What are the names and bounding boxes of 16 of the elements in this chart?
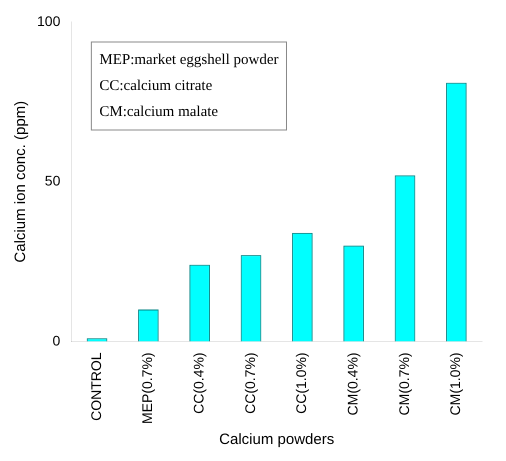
x-tick-label: CM(1.0%) [447,352,464,416]
y-axis-title: Calcium ion conc. (ppm) [12,100,30,263]
annotation: CC:calcium citrate [99,78,213,94]
x-tick-label: CC(0.4%) [190,352,207,414]
annotation: CM:calcium malate [99,104,218,120]
y-tick-label: 0 [52,332,61,348]
x-tick-label: MEP(0.7%) [139,352,156,424]
x-tick-label: CC(1.0%) [293,352,310,414]
x-tick-label: CC(0.7%) [242,352,258,414]
x-tick-label: CM(0.7%) [396,352,412,416]
annotation: MEP:market eggshell powder [99,52,278,68]
x-tick-label: CONTROL [88,352,104,421]
x-tick-label: CM(0.4%) [344,352,361,416]
x-axis-title: Calcium powders [219,431,334,448]
y-tick-label: 50 [44,172,61,189]
y-tick-label: 100 [37,12,61,29]
